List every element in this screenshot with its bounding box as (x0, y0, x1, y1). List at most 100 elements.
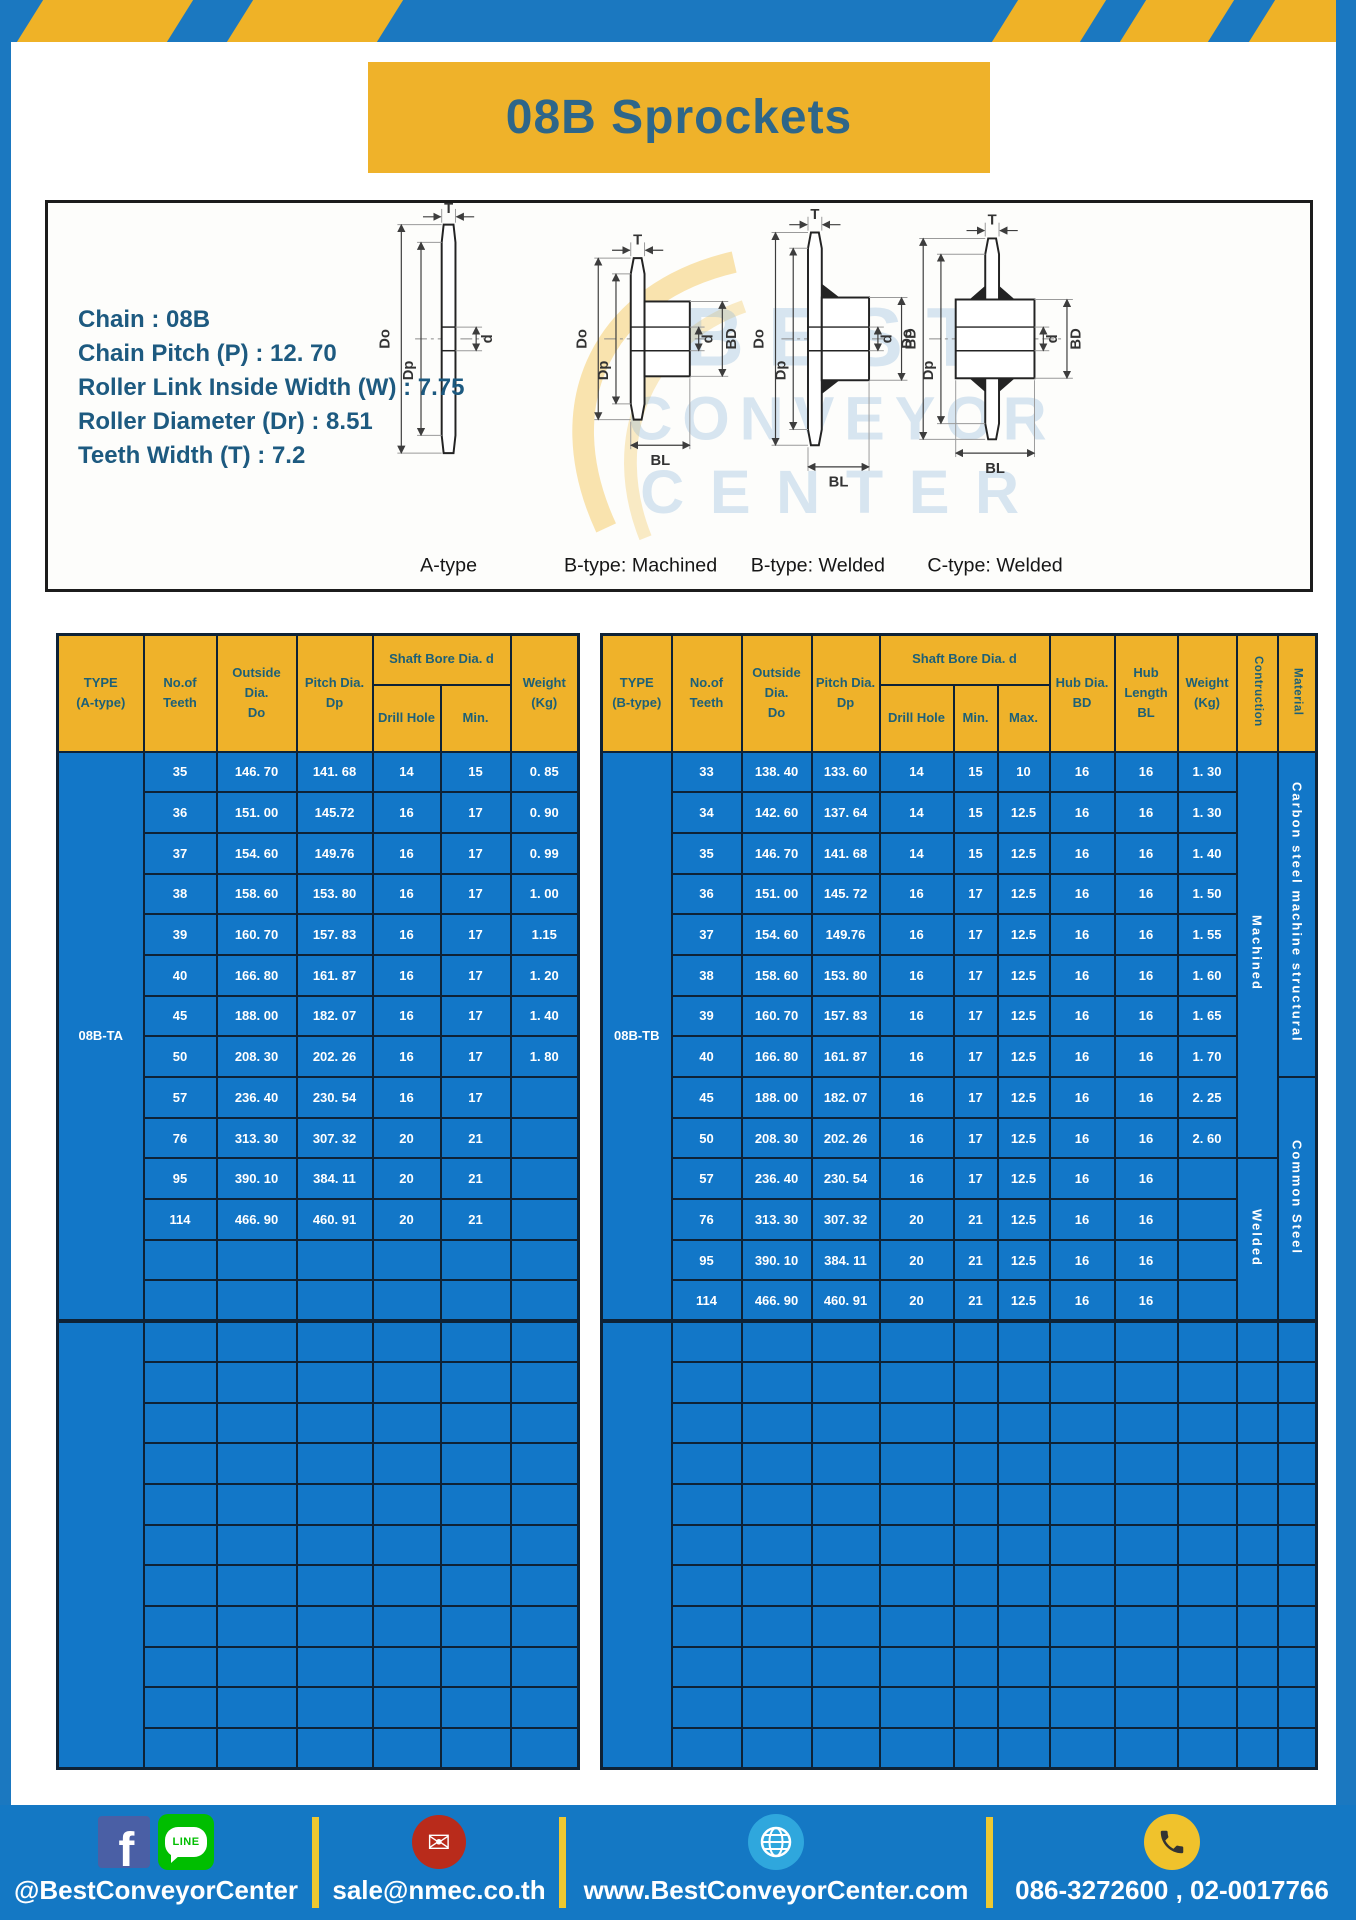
data-cell (439, 1523, 512, 1567)
data-cell: 145. 72 (810, 872, 881, 916)
contact-footer: f LINE @BestConveyorCenter ✉ sale@nmec.c… (0, 1805, 1356, 1920)
sprocket-diagrams: BEST CONVEYOR CENTER Do Dp (378, 203, 1085, 576)
data-cell (215, 1319, 298, 1363)
data-cell: 390. 10 (740, 1238, 813, 1282)
data-cell (215, 1279, 298, 1323)
facebook-icon: f (98, 1816, 150, 1868)
data-cell (740, 1686, 813, 1729)
data-cell (371, 1604, 442, 1648)
data-cell: 1. 30 (1176, 750, 1238, 794)
footer-phone-group: 086-3272600 , 02-0017766 (993, 1805, 1351, 1920)
data-cell (810, 1564, 881, 1607)
data-cell: 35 (670, 831, 743, 875)
data-cell (215, 1727, 298, 1770)
data-cell: 16 (878, 994, 955, 1038)
data-cell: 141. 68 (295, 750, 374, 794)
data-cell: 21 (439, 1198, 512, 1241)
table-row (58, 1401, 580, 1445)
table-row (602, 1523, 1318, 1567)
footer-email-group: ✉ sale@nmec.co.th (319, 1805, 559, 1920)
data-cell: 21 (952, 1279, 999, 1323)
data-cell: 114 (142, 1198, 218, 1241)
data-cell: 158. 60 (740, 953, 813, 997)
data-cell: 57 (142, 1076, 218, 1119)
data-cell: 14 (878, 831, 955, 875)
data-cell (1235, 1645, 1279, 1689)
data-cell (996, 1360, 1051, 1404)
data-cell (952, 1360, 999, 1404)
data-cell (1048, 1319, 1116, 1363)
table-row: 57 236. 40 230. 54 16 17 (58, 1076, 580, 1119)
data-cell (1176, 1564, 1238, 1607)
data-cell: 38 (670, 953, 743, 997)
data-cell: 157. 83 (810, 994, 881, 1038)
table-row (602, 1604, 1318, 1648)
data-cell: 16 (1113, 1238, 1179, 1282)
data-cell (142, 1442, 218, 1485)
data-cell (740, 1360, 813, 1404)
data-cell (509, 1564, 580, 1607)
data-cell: 16 (1113, 831, 1179, 875)
construction-cell: Machined (1235, 750, 1279, 1160)
data-cell (371, 1564, 442, 1607)
data-cell: 36 (670, 872, 743, 916)
data-cell: 182. 07 (295, 994, 374, 1038)
table-row: 45 188. 00 182. 07 16 17 1. 40 (58, 994, 580, 1038)
data-cell: 16 (1113, 953, 1179, 997)
data-cell: 16 (371, 1076, 442, 1119)
data-cell (1276, 1564, 1318, 1607)
header-max: Max. (996, 683, 1051, 753)
table-row (602, 1686, 1318, 1729)
data-cell: 1. 80 (509, 1035, 580, 1078)
data-cell (670, 1482, 743, 1526)
table-row: 37 154. 60 149.76 16 17 12.5 16 16 1. 55 (602, 913, 1317, 956)
data-cell (810, 1523, 881, 1567)
data-cell (509, 1360, 580, 1404)
data-cell: 208. 30 (740, 1116, 813, 1160)
data-cell: 202. 26 (295, 1035, 374, 1078)
data-cell: 1. 30 (1176, 791, 1238, 834)
data-cell: 12.5 (996, 1076, 1051, 1119)
data-cell (1113, 1604, 1179, 1648)
data-cell (952, 1319, 999, 1363)
table-row (58, 1686, 580, 1729)
table-row: 37 154. 60 149.76 16 17 0. 99 (58, 831, 580, 875)
data-cell (439, 1360, 512, 1404)
diagram-label-a-type: A-type (420, 554, 477, 576)
data-cell (996, 1319, 1051, 1363)
data-cell (295, 1686, 374, 1729)
data-cell: 17 (952, 953, 999, 997)
data-cell: 1. 00 (509, 872, 580, 916)
data-cell (878, 1564, 955, 1607)
data-cell: 16 (1048, 913, 1116, 956)
data-cell (1276, 1523, 1318, 1567)
data-cell (142, 1523, 218, 1567)
data-cell (810, 1319, 881, 1363)
sprocket-table-b-type: TYPE (B-type) No.of Teeth Outside Dia. Do Pitch… (600, 633, 1319, 1771)
data-cell (1176, 1401, 1238, 1445)
dim-label-dp: Dp (921, 361, 937, 381)
data-cell (1048, 1604, 1116, 1648)
dim-label-bd: BD (903, 328, 919, 350)
data-cell: 76 (670, 1198, 743, 1241)
data-cell (878, 1727, 955, 1770)
data-cell: 160. 70 (740, 994, 813, 1038)
data-cell: 15 (439, 750, 512, 794)
dim-label-d: d (880, 334, 896, 343)
data-cell (878, 1686, 955, 1729)
dim-label-do: Do (574, 329, 590, 349)
data-cell (1113, 1401, 1179, 1445)
data-cell (996, 1442, 1051, 1485)
data-cell (878, 1360, 955, 1404)
data-cell: 466. 90 (215, 1198, 298, 1241)
data-cell (952, 1442, 999, 1485)
data-cell: 313. 30 (740, 1198, 813, 1241)
header-shaft-bore: Shaft Bore Dia. d (878, 633, 1051, 686)
data-cell (295, 1482, 374, 1526)
data-cell (670, 1442, 743, 1485)
data-cell: 114 (670, 1279, 743, 1323)
data-cell: 16 (878, 872, 955, 916)
dim-label-t: T (810, 207, 819, 223)
data-cell: 17 (439, 1035, 512, 1078)
data-cell (1276, 1645, 1318, 1689)
